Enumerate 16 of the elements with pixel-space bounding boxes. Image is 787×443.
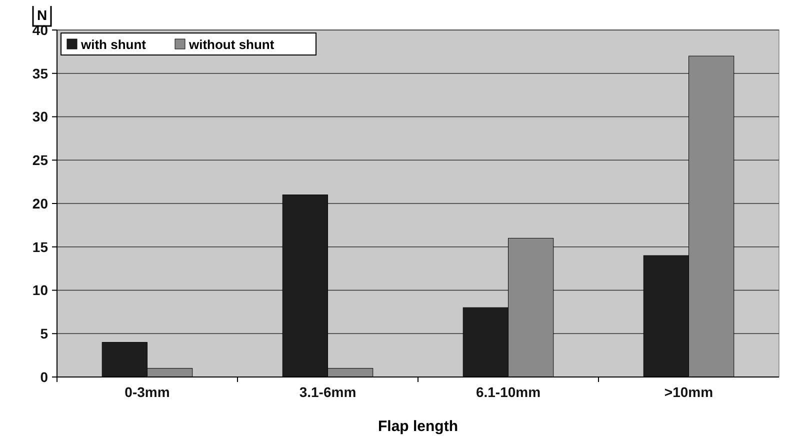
x-tick-label: >10mm bbox=[664, 384, 714, 400]
x-axis-title: Flap length bbox=[378, 418, 458, 435]
y-tick-label: 30 bbox=[32, 108, 48, 125]
x-tick-label: 3.1-6mm bbox=[299, 384, 356, 400]
x-tick-label: 6.1-10mm bbox=[476, 384, 541, 400]
y-axis-title: N bbox=[36, 7, 48, 23]
legend-label: without shunt bbox=[188, 37, 275, 52]
y-tick-label: 25 bbox=[32, 152, 48, 168]
y-tick-label: 35 bbox=[32, 65, 48, 82]
y-tick-label: 10 bbox=[32, 282, 48, 298]
y-tick-label: 0 bbox=[40, 368, 48, 385]
y-tick-label: 5 bbox=[40, 326, 48, 342]
legend-label: with shunt bbox=[80, 37, 147, 52]
x-tick-label: 0-3mm bbox=[124, 384, 170, 400]
y-tick-label: 20 bbox=[32, 195, 48, 212]
y-tick-label: 15 bbox=[32, 238, 48, 255]
